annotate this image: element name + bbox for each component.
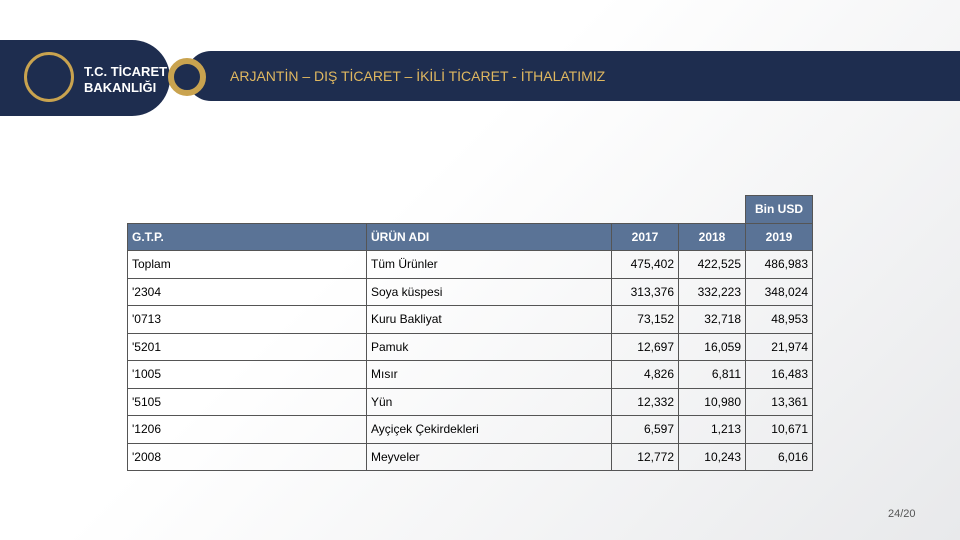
cell: 2018 bbox=[678, 222, 746, 251]
cell: 10,671 bbox=[745, 415, 813, 444]
cell: 6,597 bbox=[611, 415, 679, 444]
header-row: G.T.P. ÜRÜN ADI 2017 2018 2019 bbox=[127, 222, 813, 251]
cell: 1,213 bbox=[678, 415, 746, 444]
cell: Yün bbox=[366, 387, 612, 416]
cell: 313,376 bbox=[611, 277, 679, 306]
cell: 10,243 bbox=[678, 442, 746, 471]
logo-text: BAKANLIĞI bbox=[84, 80, 157, 95]
row: Toplam Tüm Ürünler 475,402 422,525 486,983 bbox=[127, 250, 813, 279]
cell: '1206 bbox=[127, 415, 367, 444]
cell: G.T.P. bbox=[127, 222, 367, 251]
cell: 12,772 bbox=[611, 442, 679, 471]
cell: Ayçiçek Çekirdekleri bbox=[366, 415, 612, 444]
cell: 4,826 bbox=[611, 360, 679, 389]
header-bar bbox=[186, 51, 960, 101]
cell: Soya küspesi bbox=[366, 277, 612, 306]
row: '1005 Mısır 4,826 6,811 16,483 bbox=[127, 360, 813, 389]
cell: 12,697 bbox=[611, 332, 679, 361]
cell: 16,059 bbox=[678, 332, 746, 361]
cell: Pamuk bbox=[366, 332, 612, 361]
row: '2008 Meyveler 12,772 10,243 6,016 bbox=[127, 442, 813, 471]
cell: '5105 bbox=[127, 387, 367, 416]
cell: 12,332 bbox=[611, 387, 679, 416]
cell: 13,361 bbox=[745, 387, 813, 416]
table: Bin USD G.T.P. ÜRÜN ADI 2017 2018 2019 Toplam… bbox=[127, 195, 813, 471]
row: '1206 Ayçiçek Çekirdekleri 6,597 1,213 10,67… bbox=[127, 415, 813, 444]
ring bbox=[168, 58, 206, 96]
cell: 6,811 bbox=[678, 360, 746, 389]
cell: 332,223 bbox=[678, 277, 746, 306]
unit-row: Bin USD bbox=[128, 195, 813, 224]
cell: Meyveler bbox=[366, 442, 612, 471]
logo-text: T.C. TİCARET bbox=[84, 64, 168, 79]
cell: Kuru Bakliyat bbox=[366, 305, 612, 334]
cell: 73,152 bbox=[611, 305, 679, 334]
page-number: 24/20 bbox=[888, 508, 916, 520]
cell: 475,402 bbox=[611, 250, 679, 279]
cell: Mısır bbox=[366, 360, 612, 389]
cell: Toplam bbox=[127, 250, 367, 279]
cell: Tüm Ürünler bbox=[366, 250, 612, 279]
row: '2304 Soya küspesi 313,376 332,223 348,024 bbox=[127, 277, 813, 306]
cell: 486,983 bbox=[745, 250, 813, 279]
cell: '0713 bbox=[127, 305, 367, 334]
logo: T.C. TİCARET BAKANLIĞI bbox=[0, 40, 170, 116]
cell: 48,953 bbox=[745, 305, 813, 334]
cell: 16,483 bbox=[745, 360, 813, 389]
row: '5105 Yün 12,332 10,980 13,361 bbox=[127, 387, 813, 416]
cell: 32,718 bbox=[678, 305, 746, 334]
cell: 422,525 bbox=[678, 250, 746, 279]
cell: '1005 bbox=[127, 360, 367, 389]
cell: '2008 bbox=[127, 442, 367, 471]
cell: '2304 bbox=[127, 277, 367, 306]
cell: 348,024 bbox=[745, 277, 813, 306]
row: '0713 Kuru Bakliyat 73,152 32,718 48,953 bbox=[127, 305, 813, 334]
emblem bbox=[24, 52, 74, 102]
row: '5201 Pamuk 12,697 16,059 21,974 bbox=[127, 332, 813, 361]
cell: 10,980 bbox=[678, 387, 746, 416]
cell: 2017 bbox=[611, 222, 679, 251]
title: ARJANTİN – DIŞ TİCARET – İKİLİ TİCARET -… bbox=[230, 68, 606, 84]
unit: Bin USD bbox=[745, 195, 813, 224]
cell: ÜRÜN ADI bbox=[366, 222, 612, 251]
cell: '5201 bbox=[127, 332, 367, 361]
cell: 21,974 bbox=[745, 332, 813, 361]
cell: 6,016 bbox=[745, 442, 813, 471]
cell: 2019 bbox=[745, 222, 813, 251]
